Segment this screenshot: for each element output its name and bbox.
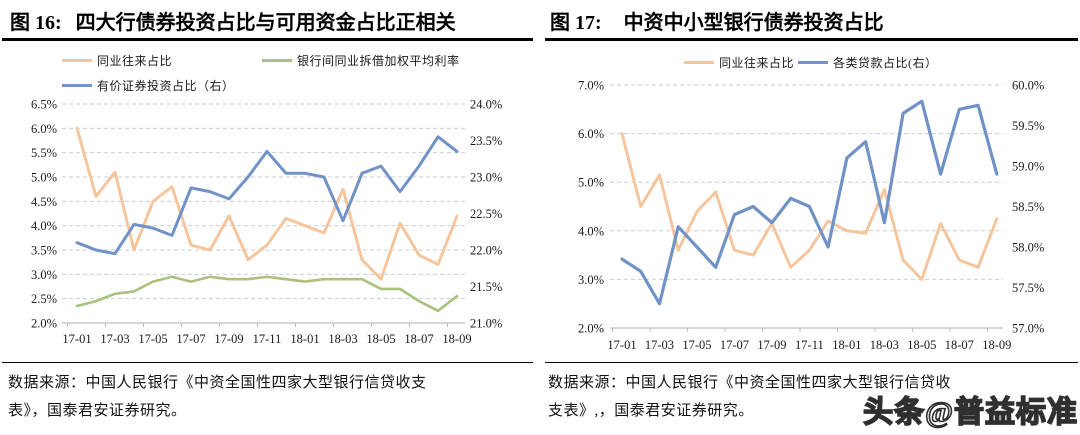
left-axis-tick-label: 4.0% — [31, 219, 57, 233]
x-axis-tick-label: 18-05 — [366, 332, 395, 346]
green-line-swatch — [262, 59, 292, 62]
x-axis-tick-label: 18-05 — [907, 338, 936, 352]
blue-line-swatch — [798, 61, 828, 64]
x-axis-tick-label: 18-03 — [870, 338, 899, 352]
x-axis-tick-label: 17-09 — [214, 332, 243, 346]
page-title: 图 17: 中资中小型银行债券投资占比 — [550, 6, 884, 35]
right-axis-tick-label: 59.0% — [1012, 160, 1044, 174]
page-title: 图 16: 四大行债券投资占比与可用资金占比正相关 — [10, 6, 456, 35]
line-chart-fig16: 6.5% 6.0% 5.5% 5.0% 4.5% 4.0% 3.5% 3.0% 2.5% 2.0%… — [31, 98, 502, 347]
x-axis-tick-label: 18-01 — [832, 338, 861, 352]
left-axis-tick-label: 6.5% — [31, 98, 57, 112]
x-axis-tick-label: 18-01 — [290, 332, 319, 346]
figure-17-panel: 图 17: 中资中小型银行债券投资占比 同业往来占比 各类贷款占比(右） 7.0%… — [540, 0, 1080, 435]
source-line: 数据来源：中国人民银行《中资全国性四家大型银行信贷收 — [548, 375, 952, 391]
source-text: 数据来源：中国人民银行《中资全国性四家大型银行信贷收支 表》，国泰君安证券研究。 — [8, 369, 530, 425]
x-axis-tick-label: 17-07 — [720, 338, 749, 352]
left-axis-tick-label: 5.5% — [31, 146, 57, 160]
left-axis-tick-label: 6.0% — [578, 127, 604, 141]
source-text: 数据来源：中国人民银行《中资全国性四家大型银行信贷收 支表》,，国泰君安证券研究… — [548, 369, 1070, 425]
source-divider-line — [545, 362, 1078, 363]
x-axis-tick-label: 17-03 — [100, 332, 129, 346]
right-axis-tick-label: 24.0% — [470, 98, 502, 112]
title-underline — [545, 38, 1078, 41]
watermark: 头条@普益标准 — [862, 395, 1078, 430]
left-axis-tick-label: 6.0% — [31, 122, 57, 136]
legend-label: 同业往来占比 — [719, 56, 795, 70]
left-axis-tick-label: 3.0% — [31, 268, 57, 282]
source-line: 数据来源：中国人民银行《中资全国性四家大型银行信贷收支 — [8, 375, 427, 391]
source-line: 表》，国泰君安证券研究。 — [8, 403, 187, 419]
right-axis-tick-label: 23.0% — [470, 171, 502, 185]
left-axis-tick-label: 7.0% — [578, 79, 604, 93]
left-axis-tick-label: 4.5% — [31, 195, 57, 209]
right-axis-tick-label: 58.5% — [1012, 200, 1044, 214]
right-axis-tick-label: 57.5% — [1012, 281, 1044, 295]
figure-16-panel: 图 16: 四大行债券投资占比与可用资金占比正相关 同业往来占比 银行间同业拆借加… — [2, 6, 533, 425]
legend-item-interbank-rate: 银行间同业拆借加权平均利率 — [262, 52, 460, 68]
x-axis-tick-label: 17-09 — [757, 338, 786, 352]
title-underline — [2, 38, 533, 41]
x-axis-tick-label: 17-11 — [253, 332, 282, 346]
right-axis-tick-label: 21.0% — [470, 317, 502, 331]
figure-title-text: 四大行债券投资占比与可用资金占比正相关 — [75, 12, 456, 34]
right-axis-tick-label: 59.5% — [1012, 119, 1044, 133]
right-axis-tick-label: 22.0% — [470, 244, 502, 258]
left-axis-tick-label: 4.0% — [578, 224, 604, 238]
legend-item-interbank-share: 同业往来占比 — [684, 54, 794, 70]
right-axis-tick-label: 23.5% — [470, 134, 502, 148]
left-axis-tick-label: 5.0% — [31, 171, 57, 185]
x-axis-tick-label: 17-01 — [62, 332, 91, 346]
green-series-line — [75, 275, 459, 313]
x-axis-tick-label: 17-03 — [645, 338, 674, 352]
left-axis-tick-label: 2.0% — [578, 322, 604, 336]
x-axis-tick-label: 18-07 — [404, 332, 433, 346]
legend-label: 银行间同业拆借加权平均利率 — [297, 54, 460, 68]
legend-item-securities-share: 有价证券投资占比（右） — [62, 77, 235, 93]
left-axis-tick-label: 3.0% — [578, 273, 604, 287]
x-axis-tick-label: 17-07 — [176, 332, 205, 346]
x-axis-tick-label: 18-03 — [328, 332, 357, 346]
source-line: 支表》,，国泰君安证券研究。 — [548, 403, 754, 419]
line-chart-fig17: 7.0% 6.0% 5.0% 4.0% 3.0% 2.0% 60.0% 59.5% 59.0% 5… — [578, 79, 1044, 353]
legend-item-interbank-share: 同业往来占比 — [62, 52, 172, 68]
x-axis-tick-label: 17-01 — [607, 338, 636, 352]
figure-number: 图 16: — [10, 12, 62, 34]
orange-series-line — [620, 132, 999, 281]
left-axis-tick-label: 2.0% — [31, 317, 57, 331]
figure-number: 图 17: — [550, 12, 602, 34]
right-axis-tick-label: 21.5% — [470, 280, 502, 294]
blue-series-line — [620, 99, 999, 306]
left-axis-tick-label: 2.5% — [31, 292, 57, 306]
x-axis-tick-label: 18-09 — [442, 332, 471, 346]
x-axis-tick-label: 17-11 — [795, 338, 824, 352]
orange-series-line — [75, 126, 459, 281]
orange-line-swatch — [62, 59, 92, 62]
x-axis-tick-label: 18-09 — [982, 338, 1011, 352]
legend-label: 有价证券投资占比（右） — [97, 79, 235, 93]
blue-series-line — [75, 135, 459, 256]
legend-label: 各类贷款占比(右） — [833, 56, 938, 70]
left-axis-tick-label: 5.0% — [578, 176, 604, 190]
right-axis-tick-label: 57.0% — [1012, 322, 1044, 336]
x-axis-tick-label: 17-05 — [682, 338, 711, 352]
source-divider-line — [2, 362, 533, 363]
right-axis-tick-label: 60.0% — [1012, 79, 1044, 93]
legend-item-loans-share: 各类贷款占比(右） — [798, 54, 938, 70]
right-axis-tick-label: 58.0% — [1012, 241, 1044, 255]
right-axis-tick-label: 22.5% — [470, 207, 502, 221]
figure-title-text: 中资中小型银行债券投资占比 — [623, 12, 884, 34]
left-axis-tick-label: 3.5% — [31, 244, 57, 258]
x-axis-tick-label: 18-07 — [945, 338, 974, 352]
x-axis-tick-label: 17-05 — [138, 332, 167, 346]
orange-line-swatch — [684, 61, 714, 64]
blue-line-swatch — [62, 84, 92, 87]
legend-label: 同业往来占比 — [97, 54, 173, 68]
